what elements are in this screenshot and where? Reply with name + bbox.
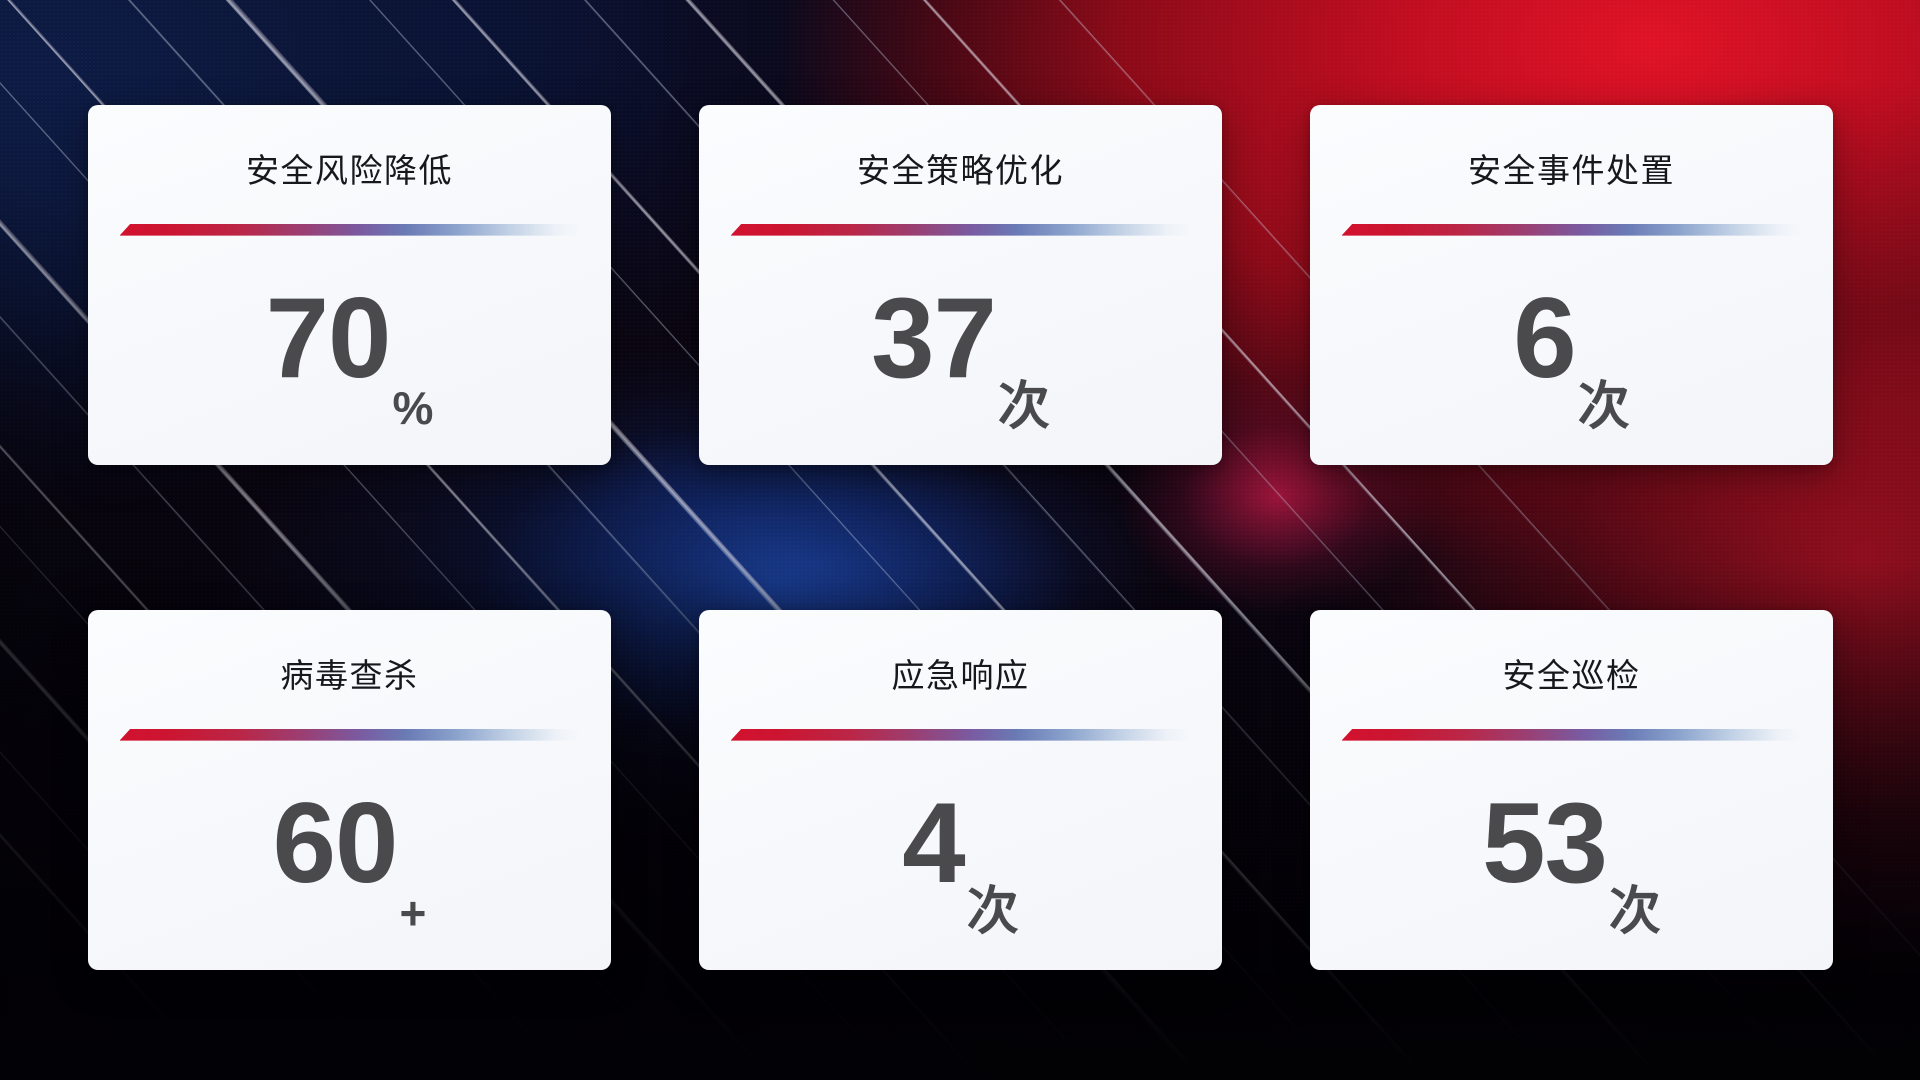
- accent-bar: [119, 223, 580, 236]
- metric-unit: 次: [1608, 883, 1661, 941]
- metric-value: 60: [272, 780, 399, 907]
- metric-value: 6: [1513, 275, 1576, 402]
- metric-value: 37: [871, 275, 997, 402]
- metric-value: 53: [1482, 780, 1608, 907]
- metric-title: 安全巡检: [1502, 657, 1641, 694]
- accent-bar: [1341, 223, 1802, 236]
- metric-card-security-policy-optimization[interactable]: 安全策略优化 37 次: [699, 105, 1222, 465]
- accent-bar: [730, 223, 1191, 236]
- metric-value: 70: [265, 275, 392, 402]
- metric-value-row: 4 次: [699, 741, 1222, 970]
- metric-value-row: 53 次: [1310, 741, 1833, 970]
- accent-bar: [119, 728, 580, 741]
- metric-title: 应急响应: [891, 657, 1030, 694]
- metric-value-row: 37 次: [699, 236, 1222, 465]
- metric-card-security-inspection[interactable]: 安全巡检 53 次: [1310, 610, 1833, 970]
- metric-card-virus-scan-removal[interactable]: 病毒查杀 60 +: [88, 610, 611, 970]
- accent-bar: [1341, 728, 1802, 741]
- metric-card-emergency-response[interactable]: 应急响应 4 次: [699, 610, 1222, 970]
- metric-value-row: 60 +: [88, 741, 611, 970]
- metric-unit: %: [392, 382, 434, 434]
- metric-value-row: 70 %: [88, 236, 611, 465]
- metric-unit: 次: [1577, 378, 1630, 436]
- metric-unit: 次: [966, 883, 1019, 941]
- accent-bar: [730, 728, 1191, 741]
- metric-title: 安全风险降低: [246, 152, 453, 189]
- metric-title: 安全策略优化: [857, 152, 1064, 189]
- metric-value: 4: [902, 780, 965, 907]
- metric-card-security-risk-reduction[interactable]: 安全风险降低 70 %: [88, 105, 611, 465]
- metric-value-row: 6 次: [1310, 236, 1833, 465]
- metrics-card-grid: 安全风险降低 70 % 安全策略优化 37 次 安全事件处置 6 次 病毒查杀 …: [88, 105, 1833, 970]
- metric-unit: 次: [997, 378, 1050, 436]
- metric-title: 安全事件处置: [1468, 152, 1675, 189]
- metric-card-security-incident-handling[interactable]: 安全事件处置 6 次: [1310, 105, 1833, 465]
- metric-unit: +: [399, 887, 427, 939]
- metric-title: 病毒查杀: [280, 657, 419, 694]
